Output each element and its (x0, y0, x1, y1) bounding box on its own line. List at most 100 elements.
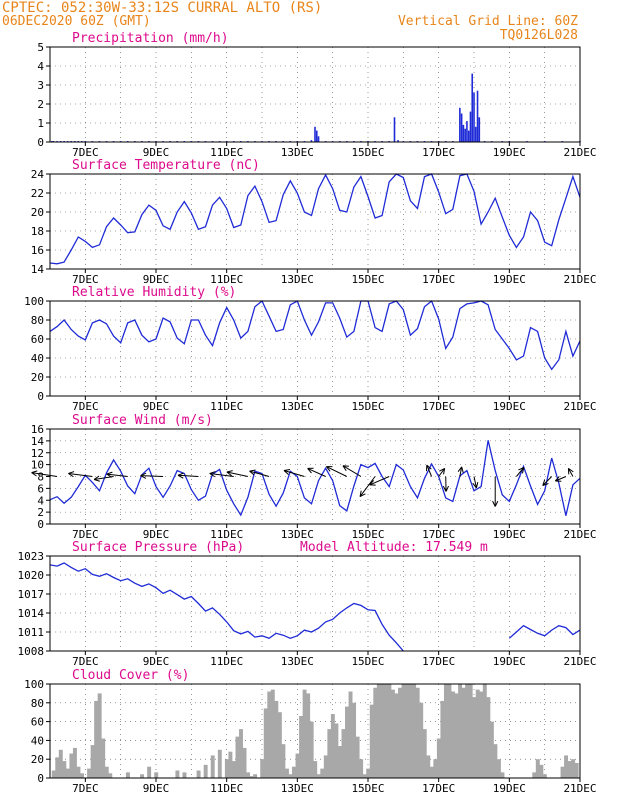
cloud-cover-bar (561, 767, 565, 778)
cloud-cover-bar (342, 729, 346, 778)
wind-vector (284, 470, 304, 477)
x-tick-label: 19DEC (493, 655, 526, 668)
x-tick-label: 13DEC (281, 782, 314, 795)
wind-vector (360, 477, 375, 497)
cloud-cover-bar (543, 774, 547, 778)
x-tick-label: 17DEC (422, 273, 455, 286)
wind-vector (493, 477, 498, 507)
wind-vector-head (178, 473, 184, 475)
precip-bar (314, 127, 316, 142)
cloud-cover-bar (140, 774, 144, 778)
cloud-cover-bar (490, 722, 494, 778)
wind-vector-shaft (32, 473, 58, 477)
cloud-cover-bar (405, 684, 409, 778)
cloud-cover-bar (52, 770, 56, 778)
y-tick-label: 16 (31, 423, 44, 436)
x-tick-label: 7DEC (72, 782, 99, 795)
cloud-cover-bar (377, 684, 381, 778)
cloud-cover-bar (568, 761, 572, 778)
vertical-grid-note: Vertical Grid Line: 60Z (398, 14, 578, 29)
cloud-cover-bar (426, 755, 430, 778)
y-tick-label: 22 (31, 187, 44, 200)
y-tick-label: 4 (37, 494, 44, 507)
wind-vector-head (107, 472, 113, 474)
panel-title: Surface Wind (m/s) (72, 413, 213, 428)
cloud-cover-bar (423, 729, 427, 778)
y-tick-label: 14 (31, 263, 45, 276)
cloud-cover-bar (218, 750, 222, 778)
cloud-cover-bar (338, 746, 342, 778)
cloud-cover-bar (575, 763, 579, 778)
panel-frame (50, 301, 580, 396)
y-tick-label: 1008 (18, 645, 45, 658)
y-tick-label: 3 (37, 79, 44, 92)
cloud-cover-bar (437, 739, 441, 778)
cloud-cover-bar (274, 701, 278, 778)
y-tick-label: 60 (31, 716, 44, 729)
y-tick-label: 1023 (18, 550, 45, 563)
cloud-cover-bar (373, 688, 377, 778)
y-tick-label: 80 (31, 697, 44, 710)
precip-bar (479, 117, 481, 142)
wind-vector (439, 468, 445, 476)
cloud-cover-bar (532, 772, 536, 778)
cloud-cover-bar (246, 772, 250, 778)
precip-bar (316, 131, 318, 142)
wind-vector-shaft (360, 477, 375, 497)
cloud-cover-bar (183, 772, 187, 778)
cloud-cover-bar (440, 701, 444, 778)
cloud-cover-bar (458, 684, 462, 778)
panel-title: Cloud Cover (%) (72, 668, 189, 683)
wind-vector-head (343, 466, 349, 467)
cloud-cover-bar (433, 759, 437, 778)
x-tick-label: 13DEC (281, 655, 314, 668)
cloud-cover-bar (260, 759, 264, 778)
rh-series-line (50, 301, 580, 369)
cloud-cover-bar (409, 684, 413, 778)
wind-vector (32, 471, 58, 477)
cloud-cover-bar (126, 772, 130, 778)
cloud-cover-bar (536, 759, 540, 778)
wind-vector-shaft (178, 475, 198, 476)
x-tick-label: 9DEC (143, 400, 170, 413)
y-tick-label: 60 (31, 333, 44, 346)
cloud-cover-bar (80, 773, 84, 778)
x-tick-label: 15DEC (351, 400, 384, 413)
cloud-cover-bar (412, 684, 416, 778)
x-tick-label: 21DEC (563, 400, 596, 413)
cloud-cover-bar (571, 759, 575, 778)
x-tick-label: 19DEC (493, 146, 526, 159)
x-tick-label: 15DEC (351, 655, 384, 668)
wind-vector-head (462, 467, 464, 473)
y-tick-label: 0 (37, 390, 44, 403)
panel-title: Relative Humidity (%) (72, 285, 236, 300)
cloud-cover-bar (416, 688, 420, 778)
x-tick-label: 17DEC (422, 655, 455, 668)
cloud-cover-bar (320, 769, 324, 778)
cloud-cover-bar (292, 767, 296, 778)
precip-bar (468, 131, 470, 142)
y-tick-label: 1020 (18, 569, 45, 582)
y-tick-label: 80 (31, 314, 44, 327)
cloud-cover-bar (225, 759, 229, 778)
x-tick-label: 15DEC (351, 273, 384, 286)
cloud-cover-bar (62, 761, 66, 778)
precip-bar (459, 108, 461, 142)
cloud-cover-bar (483, 684, 487, 778)
y-tick-label: 1014 (18, 607, 45, 620)
wind-vector (568, 468, 573, 476)
x-tick-label: 15DEC (351, 146, 384, 159)
cloud-cover-bar (334, 723, 338, 778)
wind-vector-head (476, 482, 477, 488)
cloud-cover-bar (306, 693, 310, 778)
cloud-cover-bar (387, 684, 391, 778)
cloud-cover-bar (147, 767, 151, 778)
y-tick-label: 0 (37, 136, 44, 149)
cloud-cover-bar (476, 690, 480, 778)
wind-series-line (50, 440, 580, 515)
wind-vector (443, 477, 448, 492)
x-tick-label: 11DEC (210, 400, 243, 413)
cloud-cover-bar (356, 737, 360, 778)
cloud-cover-bar (289, 774, 293, 778)
